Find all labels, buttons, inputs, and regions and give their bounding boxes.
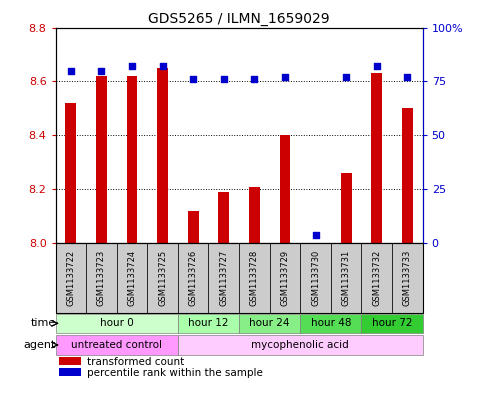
Bar — [300, 314, 361, 333]
Point — [403, 74, 411, 80]
Text: time: time — [30, 318, 56, 328]
Bar — [270, 243, 300, 312]
Point — [159, 63, 167, 70]
Bar — [331, 243, 361, 312]
Bar — [56, 335, 178, 354]
Text: mycophenolic acid: mycophenolic acid — [251, 340, 349, 350]
Bar — [361, 314, 423, 333]
Bar — [178, 335, 423, 354]
Text: GSM1133725: GSM1133725 — [158, 250, 167, 306]
Bar — [56, 243, 86, 312]
Point — [251, 76, 258, 83]
Bar — [280, 135, 290, 243]
Text: GSM1133732: GSM1133732 — [372, 250, 381, 306]
Point — [281, 74, 289, 80]
Bar — [86, 243, 117, 312]
Bar — [178, 243, 209, 312]
Bar — [209, 243, 239, 312]
Text: hour 12: hour 12 — [188, 318, 229, 328]
Title: GDS5265 / ILMN_1659029: GDS5265 / ILMN_1659029 — [148, 13, 330, 26]
Bar — [392, 243, 423, 312]
Bar — [371, 73, 382, 243]
Bar — [59, 368, 81, 376]
Bar — [66, 103, 76, 243]
Bar — [188, 211, 199, 243]
Text: hour 72: hour 72 — [372, 318, 412, 328]
Point — [373, 63, 381, 70]
Bar — [239, 243, 270, 312]
Text: GSM1133723: GSM1133723 — [97, 250, 106, 306]
Text: GSM1133728: GSM1133728 — [250, 250, 259, 306]
Bar — [178, 314, 239, 333]
Point — [67, 68, 75, 74]
Text: hour 0: hour 0 — [100, 318, 134, 328]
Text: untreated control: untreated control — [71, 340, 162, 350]
Bar — [239, 314, 300, 333]
Bar — [147, 243, 178, 312]
Text: hour 24: hour 24 — [249, 318, 290, 328]
Text: GSM1133731: GSM1133731 — [341, 250, 351, 306]
Bar — [402, 108, 412, 243]
Text: percentile rank within the sample: percentile rank within the sample — [87, 367, 263, 378]
Bar — [218, 192, 229, 243]
Bar — [56, 314, 178, 333]
Point — [220, 76, 227, 83]
Text: GSM1133726: GSM1133726 — [189, 250, 198, 306]
Point — [98, 68, 105, 74]
Text: GSM1133722: GSM1133722 — [66, 250, 75, 306]
Point — [342, 74, 350, 80]
Bar — [96, 76, 107, 243]
Bar — [59, 357, 81, 365]
Bar — [300, 243, 331, 312]
Text: GSM1133730: GSM1133730 — [311, 250, 320, 306]
Bar — [341, 173, 352, 243]
Text: hour 48: hour 48 — [311, 318, 351, 328]
Bar — [249, 187, 260, 243]
Bar — [157, 68, 168, 243]
Point — [128, 63, 136, 70]
Bar — [361, 243, 392, 312]
Text: GSM1133727: GSM1133727 — [219, 250, 228, 306]
Text: transformed count: transformed count — [87, 357, 184, 367]
Point — [189, 76, 197, 83]
Bar — [117, 243, 147, 312]
Bar — [127, 76, 137, 243]
Text: GSM1133729: GSM1133729 — [281, 250, 289, 306]
Text: GSM1133733: GSM1133733 — [403, 250, 412, 306]
Text: GSM1133724: GSM1133724 — [128, 250, 137, 306]
Point — [312, 231, 319, 238]
Text: agent: agent — [23, 340, 56, 350]
